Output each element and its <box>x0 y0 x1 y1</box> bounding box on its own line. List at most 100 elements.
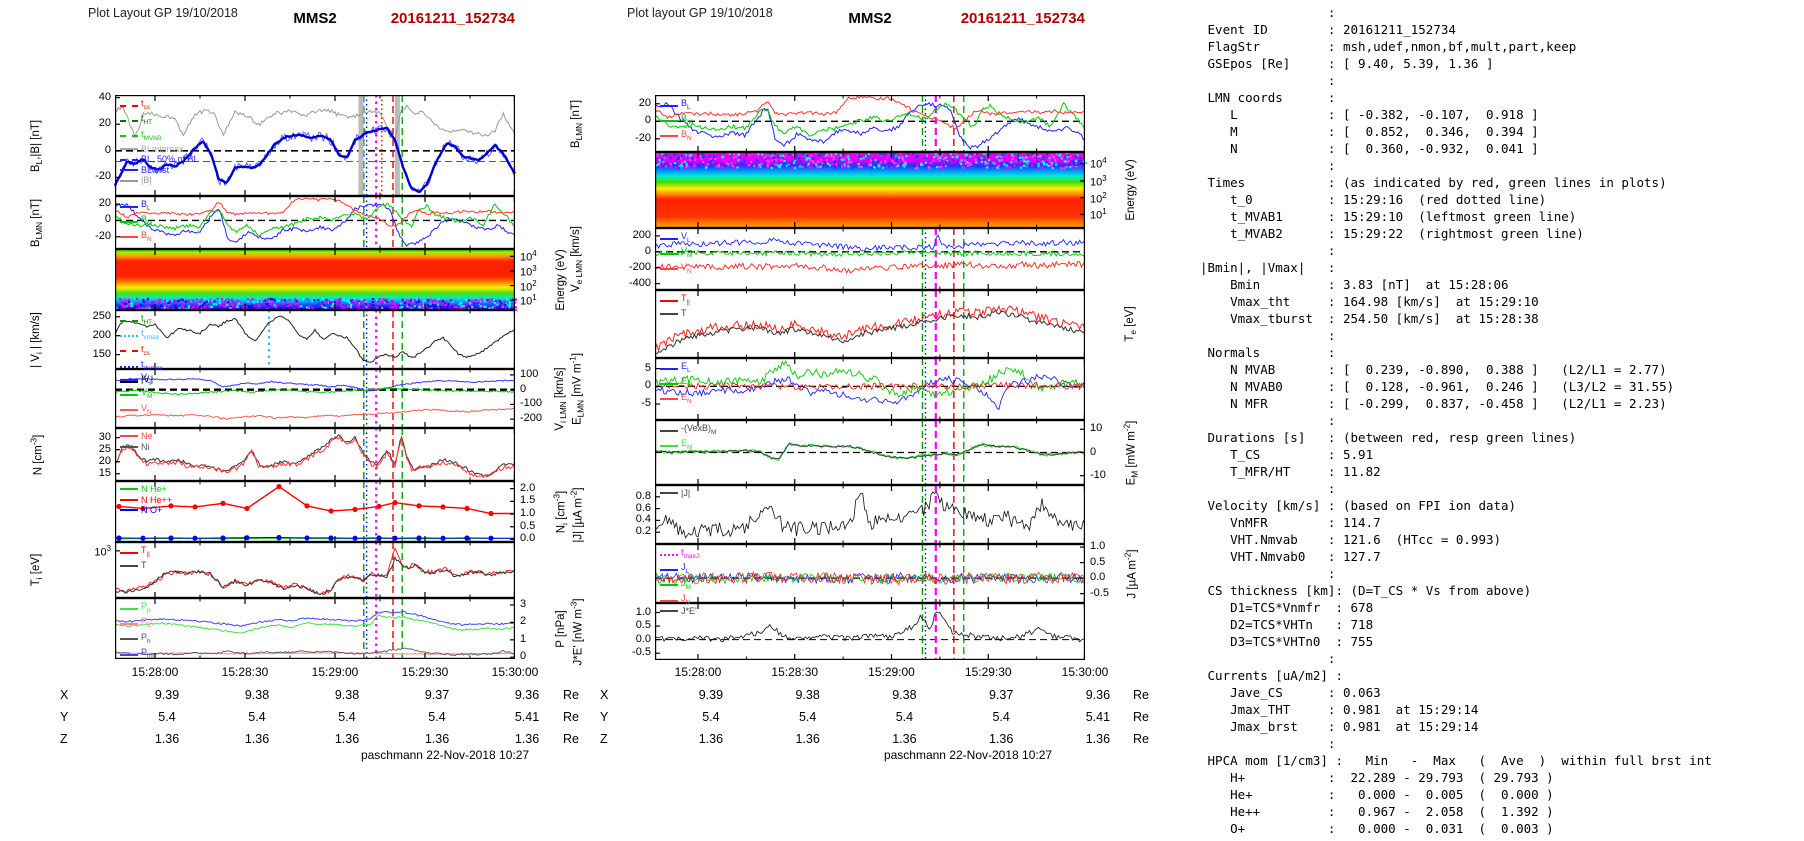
legend-label: Ptot <box>141 646 155 660</box>
y-tick-label: -200 <box>628 260 651 273</box>
y-tick-label: -20 <box>95 170 111 183</box>
legend-label: BM <box>141 214 153 228</box>
legend-label: |B| <box>141 175 152 186</box>
y-tick-label: 20 <box>98 117 111 130</box>
y-tick-label: 0 <box>104 143 111 156</box>
legend: T|| T <box>660 293 690 319</box>
y-tick-label: 40 <box>98 90 111 103</box>
legend-key <box>660 492 678 495</box>
text-line: Vmax_tburst : 254.50 [km/s] at 15:28:38 <box>1200 311 1539 326</box>
legend-key <box>120 319 138 322</box>
y-tick-label: 250 <box>92 309 111 322</box>
y-tick-label: 0.5 <box>635 619 651 632</box>
middle-plot-panel: Plot layout GP 19/10/2018 MMS2 20161211_… <box>520 0 1180 841</box>
legend: tcs tHT tMVAB BLminmax BL, 50% of BL BL brst |… <box>120 98 199 186</box>
right-axis-label: Energy (eV) <box>1125 159 1137 221</box>
subplot-0-1: 20 0 -20 BLMN [nT] BL BM BN <box>30 196 516 249</box>
subplot-1-2: 200 0 -200 -400 Ve LMN [km/s] VL VM VN <box>570 226 1086 292</box>
text-line: GSEpos [Re] : [ 9.40, 5.39, 1.36 ] <box>1200 56 1494 71</box>
text-line: |Bmin|, |Vmax| : <box>1200 260 1336 275</box>
legend-key <box>660 568 678 571</box>
y-tick-label-right: 2.0 <box>520 481 536 494</box>
subplot-1-0: 20 0 -20 BLMN [nT] BL BM BN <box>570 94 1086 152</box>
y-axis-label: BL,|B| [nT] <box>29 119 45 172</box>
y-tick-label-right: -200 <box>520 412 543 425</box>
text-line: T_MFR/HT : 11.82 <box>1200 464 1381 479</box>
y-tick-label-right: 0 <box>520 382 527 395</box>
text-line: Jmax_THT : 0.981 at 15:29:14 <box>1200 702 1479 717</box>
position-row-label: X <box>60 688 69 702</box>
legend-key <box>120 488 138 491</box>
position-value: 5.4 <box>992 710 1010 724</box>
position-value: 1.36 <box>698 732 724 746</box>
text-line: FlagStr : msh,udef,nmon,bf,mult,part,kee… <box>1200 39 1577 54</box>
legend-entry: VM <box>660 246 692 261</box>
legend: J*E' <box>660 606 697 617</box>
legend-entry: -(VexB)M <box>660 423 716 438</box>
right-axis-label: Te [eV] <box>1123 306 1139 342</box>
legend-key <box>120 236 138 239</box>
time-tick-label: 15:28:00 <box>131 665 179 679</box>
legend-key <box>120 119 138 122</box>
legend-label: -(VexB)M <box>681 423 717 436</box>
legend: BL BM BN <box>660 98 692 144</box>
text-line: N MFR : [ -0.299, 0.837, -0.458 ] (L2/L1… <box>1200 396 1667 411</box>
legend-label: tcs <box>141 343 150 357</box>
y-tick-label-right: 0 <box>1090 445 1097 458</box>
time-tick-label: 15:30:00 <box>1061 665 1109 679</box>
legend-key <box>120 334 138 337</box>
subplot-0-6: 2.0 1.5 1.0 0.5 0.0 Ni [cm-3] N He+ N He++ N O+ <box>115 481 570 544</box>
legend-key <box>660 104 678 107</box>
y-tick-label: -20 <box>635 131 651 144</box>
legend-label: T <box>141 560 147 571</box>
legend-key <box>120 169 138 172</box>
legend-key <box>660 135 678 138</box>
text-line: Velocity [km/s] : (based on FPI ion data… <box>1200 498 1517 513</box>
legend-entry: |J| <box>660 488 690 499</box>
position-value: 9.36 <box>514 688 540 702</box>
legend-entry: Ni <box>120 442 153 453</box>
y-axis-label: BLMN [nT] <box>29 198 45 247</box>
legend-label: BN <box>681 128 692 142</box>
y-tick-label-right: 104 <box>520 249 537 264</box>
position-row: X 9.39 9.38 9.38 9.37 9.36 Re <box>0 688 615 708</box>
legend-label: N He+ <box>141 484 167 494</box>
y-tick-label: 0 <box>644 114 651 127</box>
legend-key <box>120 380 138 383</box>
y-tick-label-right: 101 <box>1090 207 1107 222</box>
legend-label: tMVAB <box>141 128 162 142</box>
position-value: 5.4 <box>798 710 817 724</box>
legend-entry: tvmax <box>120 328 163 343</box>
text-line: N : [ 0.360, -0.932, 0.041 ] <box>1200 141 1539 156</box>
position-row: Y 5.4 5.4 5.4 5.4 5.41 Re <box>520 710 1180 730</box>
legend-key <box>660 382 678 385</box>
text-line: VHT.Nmvab : 121.6 (HTcc = 0.993) <box>1200 532 1502 547</box>
legend-label: BL <box>681 98 691 111</box>
text-line: : <box>1200 651 1336 666</box>
y-tick-label: 30 <box>98 430 111 443</box>
y-tick-label: 0.6 <box>635 501 651 514</box>
legend-label: BM <box>681 113 693 127</box>
y-tick-label: 0.0 <box>635 632 651 645</box>
subplot-1-4: 5 0 -5 ELMN [mV m-1] EL EM EN <box>568 353 1086 425</box>
plot-stack: 20 0 -20 BLMN [nT] BL BM BN 104 103 102 101 Energy … <box>568 94 1140 665</box>
legend-entry: |B| <box>120 175 199 186</box>
text-line: Times : (as indicated by red, green line… <box>1200 175 1667 190</box>
position-value: 5.4 <box>428 710 446 724</box>
text-line: CS thickness [km]: (D=T_CS * Vs from abo… <box>1200 583 1532 598</box>
legend-label: BL <box>141 199 151 212</box>
legend-key <box>120 378 138 381</box>
position-value: 5.4 <box>248 710 266 724</box>
legend: tmaxJ JL JM JN <box>660 547 699 608</box>
position-row-label: Z <box>600 732 608 746</box>
legend-label: JM <box>681 577 691 591</box>
legend-label: N He++ <box>141 494 173 505</box>
y-tick-label: 103 <box>94 543 111 559</box>
legend-key <box>120 435 138 438</box>
position-value: 5.4 <box>338 710 356 724</box>
legend-key <box>660 119 678 122</box>
position-value: 1.36 <box>244 732 270 746</box>
y-tick-label-right: 101 <box>520 293 537 308</box>
y-axis-label: BLMN [nT] <box>569 99 585 148</box>
